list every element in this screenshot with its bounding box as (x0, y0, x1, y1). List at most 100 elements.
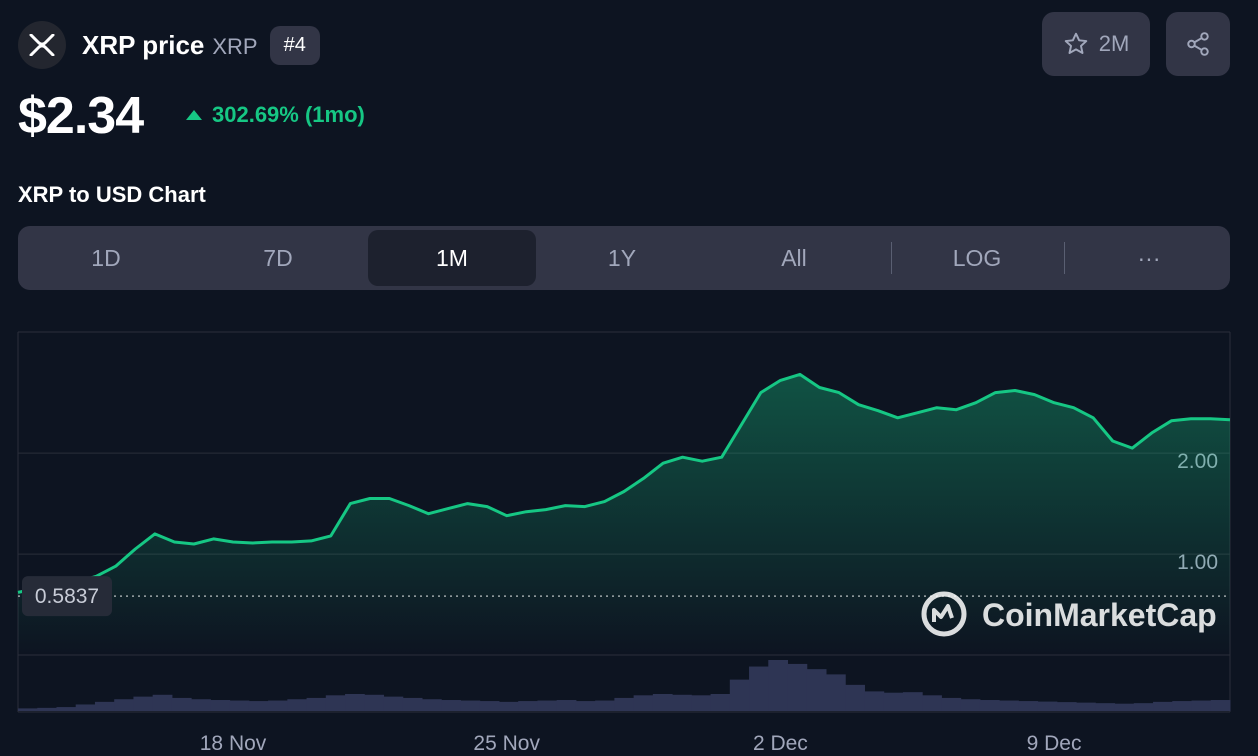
volume-bar (1037, 701, 1058, 711)
price-change: 302.69% (1mo) (186, 102, 365, 128)
volume-bar (883, 692, 904, 711)
volume-bar (556, 700, 577, 711)
volume-bar (383, 696, 404, 711)
volume-bar (152, 694, 173, 711)
volume-bar (422, 699, 442, 711)
volume-bar (345, 694, 365, 711)
tab-divider (1064, 242, 1065, 274)
volume-bar (999, 700, 1019, 711)
volume-bar (864, 691, 885, 711)
volume-bar (729, 679, 750, 711)
header-actions: 2M (1042, 12, 1230, 76)
volume-bar (1095, 703, 1116, 711)
volume-bar (1114, 703, 1135, 711)
current-price: $2.34 (18, 87, 144, 145)
coin-name: XRP price (82, 29, 205, 60)
volume-bar (133, 696, 154, 711)
volume-bar (229, 700, 250, 711)
volume-bar (171, 697, 192, 711)
volume-bar (595, 700, 615, 711)
volume-bar (441, 700, 461, 711)
volume-bar (652, 694, 673, 711)
watchlist-count: 2M (1098, 31, 1130, 56)
tab-1m[interactable]: 1M (368, 230, 536, 286)
volume-bar (614, 697, 635, 711)
volume-bar (710, 694, 731, 711)
volume-bar (979, 700, 1000, 711)
xrp-logo-icon (18, 21, 66, 69)
volume-bar (787, 663, 808, 711)
volume-bar (248, 701, 269, 711)
volume-bar (1076, 702, 1096, 711)
volume-bar (922, 695, 942, 711)
volume-bar (325, 695, 346, 711)
volume-bar (537, 700, 558, 711)
tab-divider (891, 242, 892, 274)
volume-bar (479, 701, 500, 711)
volume-bar (902, 692, 923, 711)
volume-bar (1153, 701, 1173, 711)
volume-bar (75, 704, 96, 711)
volume-bar (268, 700, 288, 711)
price-line (17, 372, 1231, 594)
volume-bar (94, 701, 115, 711)
more-options-button[interactable]: ··· (1137, 244, 1161, 271)
volume-bar (210, 700, 231, 711)
volume-bar (1210, 700, 1231, 711)
coin-symbol: XRP (212, 34, 258, 59)
volume-bar (191, 699, 211, 711)
price-area (18, 374, 1230, 655)
triangle-up-icon (186, 110, 202, 120)
tab-1y[interactable]: 1Y (607, 244, 637, 271)
volume-bar (1172, 701, 1193, 711)
volume-bar (460, 700, 481, 711)
tab-1d[interactable]: 1D (91, 244, 121, 271)
coin-header: XRP price XRP #4 (18, 20, 320, 70)
volume-bar (806, 669, 827, 711)
x-tick-label: 9 Dec (1027, 732, 1082, 755)
range-tabs: 1D 7D 1M 1Y All LOG ··· (18, 226, 1230, 290)
volume-bar (575, 701, 596, 711)
volume-bar (1018, 701, 1039, 711)
share-button[interactable] (1166, 12, 1230, 76)
volume-bar (768, 660, 789, 711)
x-tick-label: 25 Nov (473, 732, 540, 755)
volume-bar (37, 707, 57, 711)
baseline-value: 0.5837 (35, 585, 99, 608)
volume-bar (672, 694, 692, 711)
coinmarketcap-watermark: CoinMarketCap (921, 591, 1217, 637)
volume-bar (1133, 703, 1154, 711)
star-icon (1064, 32, 1087, 54)
volume-bar (633, 695, 654, 711)
volume-bar (749, 666, 769, 711)
volume-bar (845, 684, 865, 711)
volume-bar (826, 674, 846, 711)
tab-log[interactable]: LOG (952, 244, 1002, 271)
price-change-value: 302.69% (1mo) (212, 102, 365, 127)
volume-bar (56, 707, 77, 711)
volume-bar (306, 697, 327, 711)
chart-title: XRP to USD Chart (18, 182, 206, 207)
volume-bar (114, 699, 134, 711)
watchlist-button[interactable]: 2M (1042, 12, 1150, 76)
coinmarketcap-logo-icon (921, 591, 967, 637)
volume-bar (287, 699, 308, 711)
volume-bar (1056, 702, 1077, 711)
volume-bar (960, 699, 981, 711)
x-tick-label: 2 Dec (753, 732, 808, 755)
volume-bar (498, 701, 519, 711)
tab-all[interactable]: All (781, 244, 807, 271)
volume-bar (1191, 700, 1212, 711)
rank-badge: #4 (269, 25, 320, 65)
baseline-label: 0.5837 (22, 576, 112, 617)
volume-bar (941, 697, 962, 711)
share-icon (1187, 32, 1209, 56)
volume-bar (402, 697, 423, 711)
x-tick-label: 18 Nov (200, 732, 267, 755)
tab-7d[interactable]: 7D (263, 244, 293, 271)
watermark-text: CoinMarketCap (982, 597, 1217, 633)
volume-bar (691, 695, 712, 711)
volume-bar (18, 708, 38, 711)
volume-bar (518, 701, 538, 711)
